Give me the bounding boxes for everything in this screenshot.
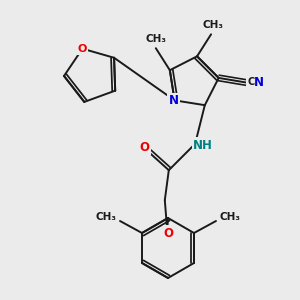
Text: N: N — [169, 94, 178, 107]
Text: O: O — [164, 227, 174, 240]
Text: CH₃: CH₃ — [95, 212, 116, 222]
Text: CH₃: CH₃ — [145, 34, 166, 44]
Text: O: O — [78, 44, 87, 54]
Text: CH₃: CH₃ — [220, 212, 241, 222]
Text: NH: NH — [193, 139, 213, 152]
Text: C: C — [247, 77, 254, 87]
Text: CH₃: CH₃ — [202, 20, 224, 30]
Text: O: O — [140, 141, 150, 154]
Text: N: N — [254, 76, 264, 89]
